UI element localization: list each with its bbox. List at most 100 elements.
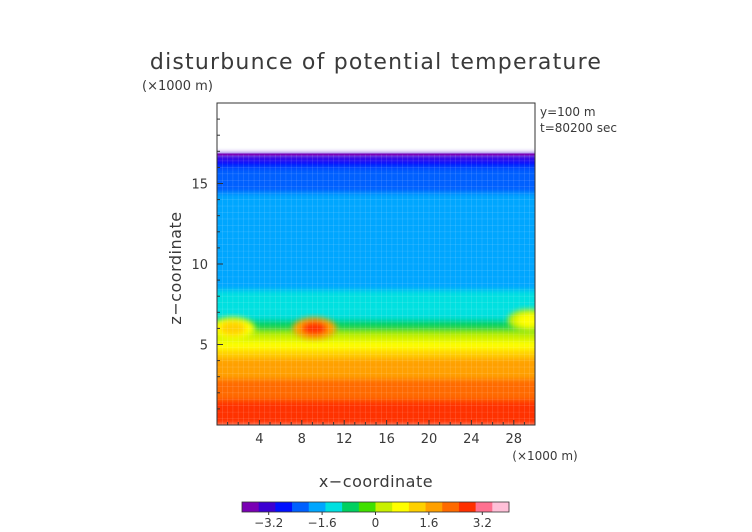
- field-band: [217, 229, 535, 236]
- colorbar-swatch: [358, 502, 376, 512]
- field-band: [217, 356, 535, 363]
- field-band: [217, 259, 535, 266]
- field-band: [217, 251, 535, 257]
- field-band: [217, 377, 535, 384]
- field-band: [217, 191, 535, 198]
- field-band: [217, 170, 535, 177]
- colorbar-swatch: [292, 502, 310, 512]
- field-band: [217, 196, 535, 202]
- field-bands: [217, 153, 535, 425]
- field-band: [217, 234, 535, 240]
- mesh-grid: [217, 154, 535, 425]
- field-band: [217, 310, 535, 316]
- field-band: [217, 348, 535, 354]
- field-band: [217, 238, 535, 244]
- y-axis: 5 10 15: [191, 118, 223, 410]
- colorbar-swatch: [492, 502, 510, 512]
- field-band: [217, 255, 535, 261]
- field-band: [217, 217, 535, 223]
- colorbar-swatch: [275, 502, 293, 512]
- field-band: [217, 339, 535, 346]
- anomaly-core: [219, 321, 246, 336]
- field-band: [217, 314, 535, 320]
- x-tick-label: 12: [336, 432, 353, 447]
- field-band: [217, 327, 535, 333]
- colorbar-swatch: [408, 502, 426, 512]
- field-band: [217, 361, 535, 367]
- warm-anomaly: [217, 317, 255, 340]
- chart-title: disturbunce of potential temperature: [150, 50, 602, 75]
- colorbar-swatch: [425, 502, 443, 512]
- field-band: [217, 301, 535, 308]
- field-band: [217, 352, 535, 358]
- field-band: [217, 403, 535, 409]
- field-band: [217, 331, 535, 337]
- colorbar-swatch: [258, 502, 276, 512]
- field-band: [217, 183, 535, 189]
- field-band: [217, 179, 535, 185]
- colorbar-swatch: [392, 502, 410, 512]
- field-band: [217, 318, 535, 325]
- field-band: [217, 268, 535, 274]
- field-band: [217, 263, 535, 270]
- field-band: [217, 158, 535, 164]
- colorbar-swatch: [342, 502, 360, 512]
- x-tick-label: 24: [463, 432, 480, 447]
- y-tick-label: 5: [200, 339, 208, 354]
- field-band: [217, 411, 535, 418]
- annotation-time: t=80200 sec: [540, 121, 617, 135]
- x-tick-label: 16: [378, 432, 395, 447]
- colorbar-tick-label: −1.6: [308, 516, 337, 530]
- y-tick-label: 10: [191, 258, 208, 273]
- field-band: [217, 166, 535, 173]
- field-band: [217, 225, 535, 232]
- field-band: [217, 246, 535, 253]
- field-band: [217, 289, 535, 295]
- anomaly-core: [301, 321, 328, 336]
- colorbar-tick-label: −3.2: [254, 516, 283, 530]
- field-band: [217, 415, 535, 422]
- field-band: [217, 280, 535, 287]
- field-band: [217, 365, 535, 371]
- field-band: [217, 373, 535, 380]
- field-band: [217, 242, 535, 249]
- field-band: [217, 399, 535, 405]
- field-band: [217, 394, 535, 401]
- field-band: [217, 369, 535, 375]
- annotation-y: y=100 m: [540, 105, 596, 119]
- y-tick-label: 15: [191, 178, 208, 193]
- field-band: [217, 272, 535, 278]
- field-band: [217, 162, 535, 168]
- field-band: [217, 153, 535, 160]
- field-band: [217, 213, 535, 219]
- field-band: [217, 208, 535, 215]
- field-band: [217, 390, 535, 397]
- y-axis-label: z−coordinate: [166, 211, 185, 324]
- colorbar-tick-label: 3.2: [473, 516, 492, 530]
- x-tick-label: 20: [421, 432, 438, 447]
- colorbar-tick-label: 0: [372, 516, 380, 530]
- x-axis: 4 8 12 16 20 24 28: [227, 420, 525, 447]
- colorbar-swatch: [442, 502, 460, 512]
- colorbar-swatch: [242, 502, 260, 512]
- plot-area: [216, 102, 536, 426]
- colorbar-tick-label: 1.6: [419, 516, 438, 530]
- temperature-field: [217, 153, 535, 425]
- colorbar-swatch: [458, 502, 477, 512]
- colorbar-swatch: [308, 502, 326, 512]
- warm-anomaly: [292, 317, 337, 340]
- x-tick-label: 28: [506, 432, 523, 447]
- field-band: [217, 276, 535, 282]
- field-band: [217, 306, 535, 312]
- field-band: [217, 293, 535, 299]
- field-band: [217, 284, 535, 291]
- x-axis-label: x−coordinate: [319, 472, 433, 491]
- colorbar-swatch: [375, 502, 393, 512]
- warm-anomaly: [507, 309, 535, 332]
- anomaly-core: [516, 313, 535, 328]
- colorbar: −3.2 −1.6 0 1.6 3.2: [241, 501, 510, 530]
- colorbar-swatch: [475, 502, 493, 512]
- field-band: [217, 221, 535, 227]
- field-band: [217, 386, 535, 392]
